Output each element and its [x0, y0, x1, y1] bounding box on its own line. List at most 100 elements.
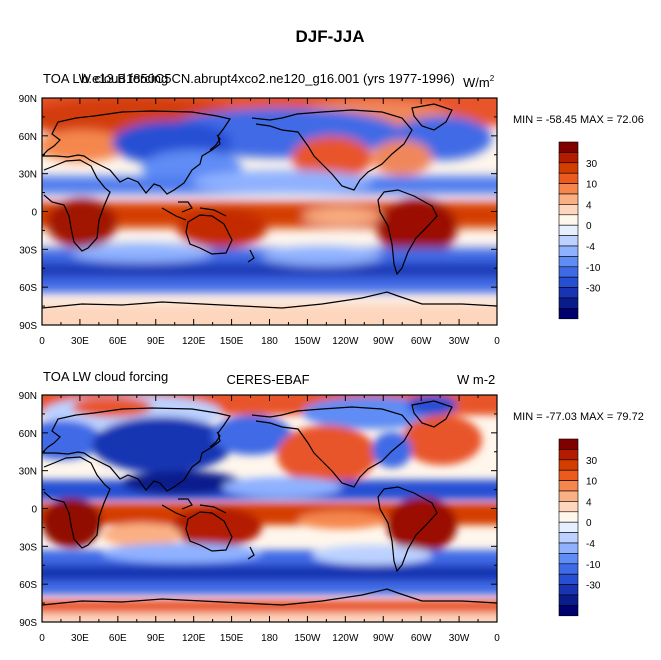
lon-tick-label: 90W: [373, 336, 394, 347]
panel-title-center: b.e13.B1850C5CN.abrupt4xco2.ne120_g16.00…: [81, 71, 455, 86]
panel-model: TOA LW cloud forcing b.e13.B1850C5CN.abr…: [19, 71, 644, 347]
lon-tick-label: 0: [39, 633, 45, 644]
lat-tick-label: 30S: [19, 542, 37, 553]
colorbar-label: 30: [586, 159, 598, 170]
map-field-model: [42, 88, 497, 333]
lat-tick-label: 30N: [19, 467, 37, 478]
lon-tick-label: 30W: [449, 633, 470, 644]
lon-tick-label: 180: [261, 633, 278, 644]
colorbar-swatch: [558, 605, 579, 617]
colorbar-swatch: [558, 459, 579, 471]
colorbar-swatch: [558, 521, 579, 533]
panel-units: W/m2: [463, 74, 495, 90]
colorbar-swatch: [558, 172, 579, 184]
colorbar-swatch: [558, 224, 579, 236]
colorbar-swatch: [558, 511, 579, 523]
lat-tick-label: 0: [31, 208, 37, 219]
colorbar-swatch: [558, 438, 579, 450]
colorbar-swatch: [558, 308, 579, 320]
colorbar-swatch: [558, 235, 579, 247]
colorbar-label: -4: [586, 539, 595, 550]
lon-tick-label: 150E: [220, 633, 244, 644]
colorbar-swatch: [558, 469, 579, 481]
lon-tick-label: 0: [39, 336, 45, 347]
lon-tick-label: 120E: [182, 336, 206, 347]
colorbar-label: 10: [586, 180, 598, 191]
panel-observations: TOA LW cloud forcing CERES-EBAF W m-2 MI…: [19, 369, 644, 644]
lon-tick-label: 120E: [182, 633, 206, 644]
colorbar-swatch: [558, 490, 579, 502]
lat-tick-label: 90N: [19, 94, 37, 105]
lon-tick-label: 60E: [109, 336, 127, 347]
colorbar-label: 4: [586, 200, 592, 211]
colorbar-swatch: [558, 563, 579, 575]
lon-tick-label: 90E: [147, 336, 165, 347]
lon-tick-label: 60W: [411, 633, 432, 644]
lon-axis-observations: 0 30E 60E 90E 120E 150E 180 150W 120W 90W 60W 30W 0: [39, 395, 500, 644]
stats-label: MIN = -77.03 MAX = 79.72: [513, 411, 644, 423]
colorbar-label: -30: [586, 284, 601, 295]
colorbar-label: -10: [586, 263, 601, 274]
lat-tick-label: 60N: [19, 429, 37, 440]
lon-tick-label: 0: [494, 633, 500, 644]
colorbar-label: 0: [586, 518, 592, 529]
colorbar-swatch: [558, 553, 579, 565]
colorbar-swatch: [558, 501, 579, 513]
colorbar-swatch: [558, 141, 579, 153]
lat-tick-label: 60S: [19, 283, 37, 294]
lon-tick-label: 90E: [147, 633, 165, 644]
colorbar-swatch: [558, 162, 579, 174]
colorbar-label: -30: [586, 581, 601, 592]
colorbar-swatch: [558, 193, 579, 205]
lat-tick-label: 90N: [19, 391, 37, 402]
lon-tick-label: 120W: [332, 633, 359, 644]
lat-tick-label: 30S: [19, 245, 37, 256]
panel-title-left: TOA LW cloud forcing: [43, 369, 168, 384]
lon-tick-label: 30E: [71, 336, 89, 347]
lat-axis-model: 90N 60N 30N 0 30S 60S 90S: [19, 94, 497, 332]
figure-title: DJF-JJA: [296, 27, 365, 46]
colorbar-swatch: [558, 287, 579, 299]
colorbar-label: 30: [586, 456, 598, 467]
lon-tick-label: 150W: [294, 336, 321, 347]
colorbar-swatch: [558, 256, 579, 268]
stats-label: MIN = -58.45 MAX = 72.06: [513, 114, 644, 126]
lon-tick-label: 90W: [373, 633, 394, 644]
lon-tick-label: 150W: [294, 633, 321, 644]
panel-title-center: CERES-EBAF: [226, 372, 309, 387]
lon-tick-label: 150E: [220, 336, 244, 347]
lat-tick-label: 90S: [19, 321, 37, 332]
colorbar-label: 10: [586, 477, 598, 488]
colorbar-swatch: [558, 183, 579, 195]
lon-tick-label: 60E: [109, 633, 127, 644]
lat-tick-label: 0: [31, 505, 37, 516]
colorbar-swatch: [558, 297, 579, 309]
colorbar-label: 0: [586, 221, 592, 232]
colorbar-model: 30 10 4 0 -4 -10 -30: [558, 141, 601, 320]
colorbar-swatch: [558, 584, 579, 596]
lon-tick-label: 180: [261, 336, 278, 347]
colorbar-swatch: [558, 594, 579, 606]
lat-tick-label: 60N: [19, 132, 37, 143]
colorbar-swatch: [558, 276, 579, 288]
lon-tick-label: 120W: [332, 336, 359, 347]
panel-units: W m-2: [457, 372, 495, 387]
colorbar-label: -10: [586, 560, 601, 571]
colorbar-swatch: [558, 449, 579, 461]
lon-tick-label: 0: [494, 336, 500, 347]
lon-tick-label: 60W: [411, 336, 432, 347]
lat-tick-label: 90S: [19, 618, 37, 629]
lon-tick-label: 30E: [71, 633, 89, 644]
map-field-observations: [42, 385, 497, 633]
colorbar-swatch: [558, 266, 579, 278]
lat-axis-observations: 90N 60N 30N 0 30S 60S 90S: [19, 391, 497, 629]
lon-tick-label: 30W: [449, 336, 470, 347]
colorbar-swatch: [558, 245, 579, 257]
lat-tick-label: 60S: [19, 580, 37, 591]
colorbar-label: -4: [586, 242, 595, 253]
colorbar-swatch: [558, 480, 579, 492]
colorbar-label: 4: [586, 497, 592, 508]
colorbar-swatch: [558, 152, 579, 164]
colorbar-swatch: [558, 573, 579, 585]
